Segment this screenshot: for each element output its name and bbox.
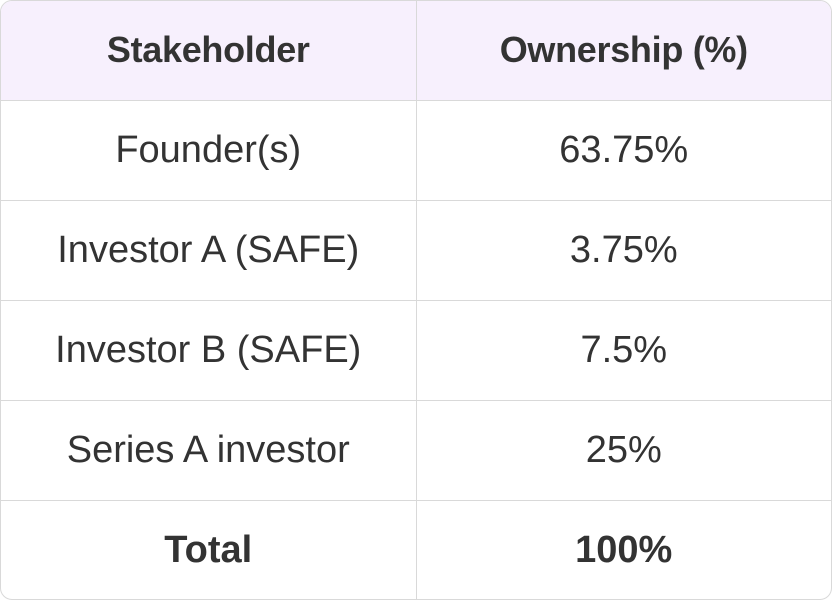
stakeholder-cell: Founder(s) — [1, 100, 417, 201]
table-row: Investor B (SAFE) 7.5% — [1, 300, 831, 401]
ownership-cell: 3.75% — [416, 200, 831, 301]
ownership-cell: 63.75% — [416, 100, 831, 201]
stakeholder-cell: Series A investor — [1, 400, 417, 501]
table-row: Founder(s) 63.75% — [1, 100, 831, 201]
table-row: Investor A (SAFE) 3.75% — [1, 200, 831, 301]
table-row: Series A investor 25% — [1, 400, 831, 501]
stakeholder-cell: Investor A (SAFE) — [1, 200, 417, 301]
ownership-cell: 7.5% — [416, 300, 831, 401]
total-row: Total 100% — [1, 500, 831, 599]
total-label: Total — [1, 500, 417, 599]
table-header: Stakeholder Ownership (%) — [1, 1, 831, 101]
header-stakeholder: Stakeholder — [1, 1, 417, 101]
table-body: Founder(s) 63.75% Investor A (SAFE) 3.75… — [1, 100, 831, 599]
header-ownership: Ownership (%) — [416, 1, 831, 101]
header-row: Stakeholder Ownership (%) — [1, 1, 831, 101]
stakeholder-cell: Investor B (SAFE) — [1, 300, 417, 401]
total-value: 100% — [575, 528, 673, 571]
ownership-cell: 25% — [416, 400, 831, 501]
